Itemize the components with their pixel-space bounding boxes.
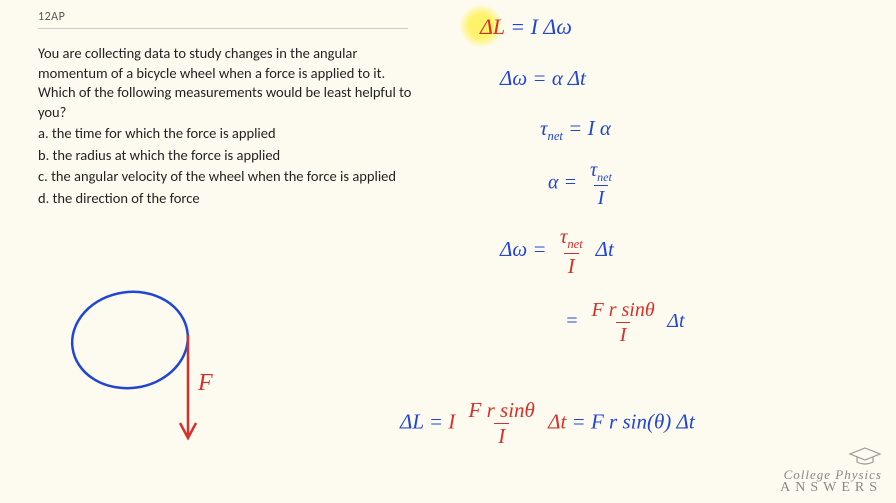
option-d: d. the direction of the force bbox=[38, 189, 418, 209]
eq-final-deltaL: ΔL = I F r sinθI Δt = F r sin(θ) Δt bbox=[400, 400, 695, 447]
force-label: F bbox=[197, 370, 213, 396]
eq-deltaomega-alpha-t: Δω = α Δt bbox=[500, 66, 586, 91]
option-a: a. the time for which the force is appli… bbox=[38, 124, 418, 144]
eq-alpha-tau-over-I: α = τnetI bbox=[548, 160, 620, 208]
header-label: 12AP bbox=[38, 10, 65, 24]
option-b: b. the radius at which the force is appl… bbox=[38, 146, 418, 166]
header-rule bbox=[38, 28, 408, 29]
brand-logo: College Physics ANSWERS bbox=[780, 446, 882, 495]
eq-tau-Ialpha: τnet = I α bbox=[540, 116, 611, 144]
option-c: c. the angular velocity of the wheel whe… bbox=[38, 167, 418, 187]
graduation-cap-icon bbox=[848, 446, 882, 466]
wheel-circle bbox=[66, 284, 194, 395]
logo-line2: ANSWERS bbox=[780, 481, 882, 495]
eq-deltaomega-tau-over-I-t: Δω = τnetI Δt bbox=[500, 226, 614, 277]
wheel-force-diagram: F bbox=[60, 280, 260, 480]
question-prompt: You are collecting data to study changes… bbox=[38, 44, 418, 122]
eq-Frsin-over-I-t: = F r sinθI Δt bbox=[565, 300, 685, 345]
question-block: You are collecting data to study changes… bbox=[38, 44, 418, 211]
eq-deltaL-Iomega: ΔL = I Δω bbox=[480, 14, 572, 40]
